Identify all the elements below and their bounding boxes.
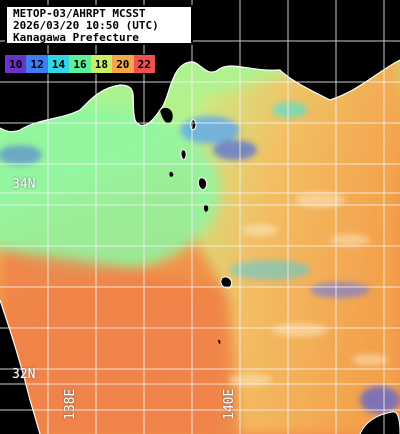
island-outlines (180, 119, 400, 434)
west-cold-water (0, 105, 220, 275)
region-label: Kanagawa Prefecture (13, 31, 139, 44)
legend-cell: 22 (133, 55, 155, 73)
latitude-label-32n: 32N (12, 367, 36, 382)
observation-time-label: 2026/03/20 10:50 (UTC) (13, 19, 159, 32)
east-warm-water (190, 40, 400, 434)
southern-warm-water (0, 250, 220, 434)
satellite-product-label: METOP-03/AHRPT MCSST (13, 7, 146, 20)
latitude-label-34n: 34N (12, 177, 36, 192)
image-info-box: METOP-03/AHRPT MCSST 2026/03/20 10:50 (U… (5, 5, 193, 45)
legend-cell: 12 (26, 55, 48, 73)
legend-cell: 14 (47, 55, 70, 73)
coastline (0, 59, 400, 133)
longitude-label-140e: 140E (222, 388, 237, 420)
cloud-speckles (228, 192, 388, 386)
legend-cell: 10 (5, 55, 27, 73)
legend-cell: 16 (69, 55, 91, 73)
legend-cell: 20 (112, 55, 134, 73)
longitude-label-138e: 138E (63, 388, 78, 420)
coastline-southwest (0, 299, 41, 434)
temperature-legend: 10 12 14 16 18 20 22 (4, 54, 156, 74)
legend-cell: 18 (90, 55, 113, 73)
